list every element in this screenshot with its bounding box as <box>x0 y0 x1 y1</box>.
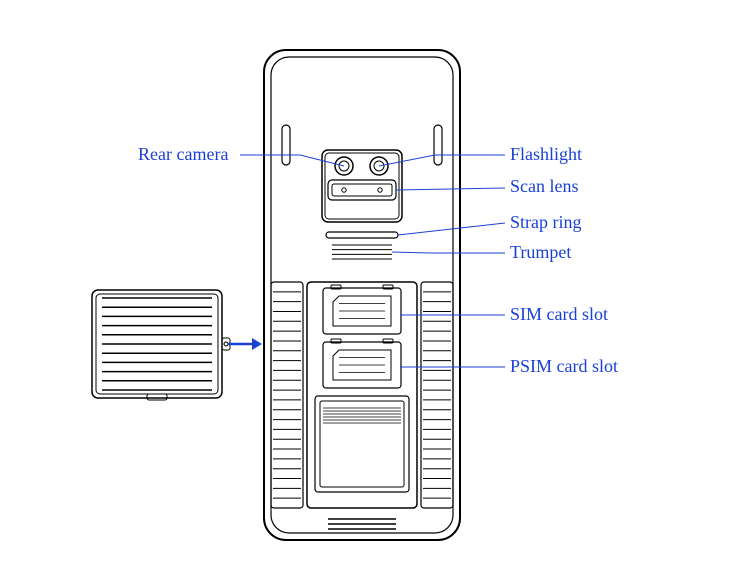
callout-flashlight: Flashlight <box>379 144 582 166</box>
callout-strap-ring: Strap ring <box>398 212 582 235</box>
battery-cover <box>92 290 230 400</box>
callout-psim-slot-label: PSIM card slot <box>510 356 618 376</box>
callout-trumpet: Trumpet <box>392 242 571 262</box>
callout-trumpet-label: Trumpet <box>510 242 571 262</box>
callout-psim-slot: PSIM card slot <box>400 356 618 376</box>
callout-rear-camera-label: Rear camera <box>138 144 228 164</box>
callout-strap-ring-label: Strap ring <box>510 212 582 232</box>
insert-arrow <box>228 338 262 350</box>
callout-scan-lens: Scan lens <box>396 176 578 196</box>
callout-flashlight-label: Flashlight <box>510 144 582 164</box>
sim-slot-2 <box>323 339 401 388</box>
callout-sim-slot-label: SIM card slot <box>510 304 608 324</box>
callout-rear-camera: Rear camera <box>138 144 344 166</box>
device-body <box>264 50 460 540</box>
sim-slot-1 <box>323 285 401 334</box>
callout-scan-lens-label: Scan lens <box>510 176 578 196</box>
